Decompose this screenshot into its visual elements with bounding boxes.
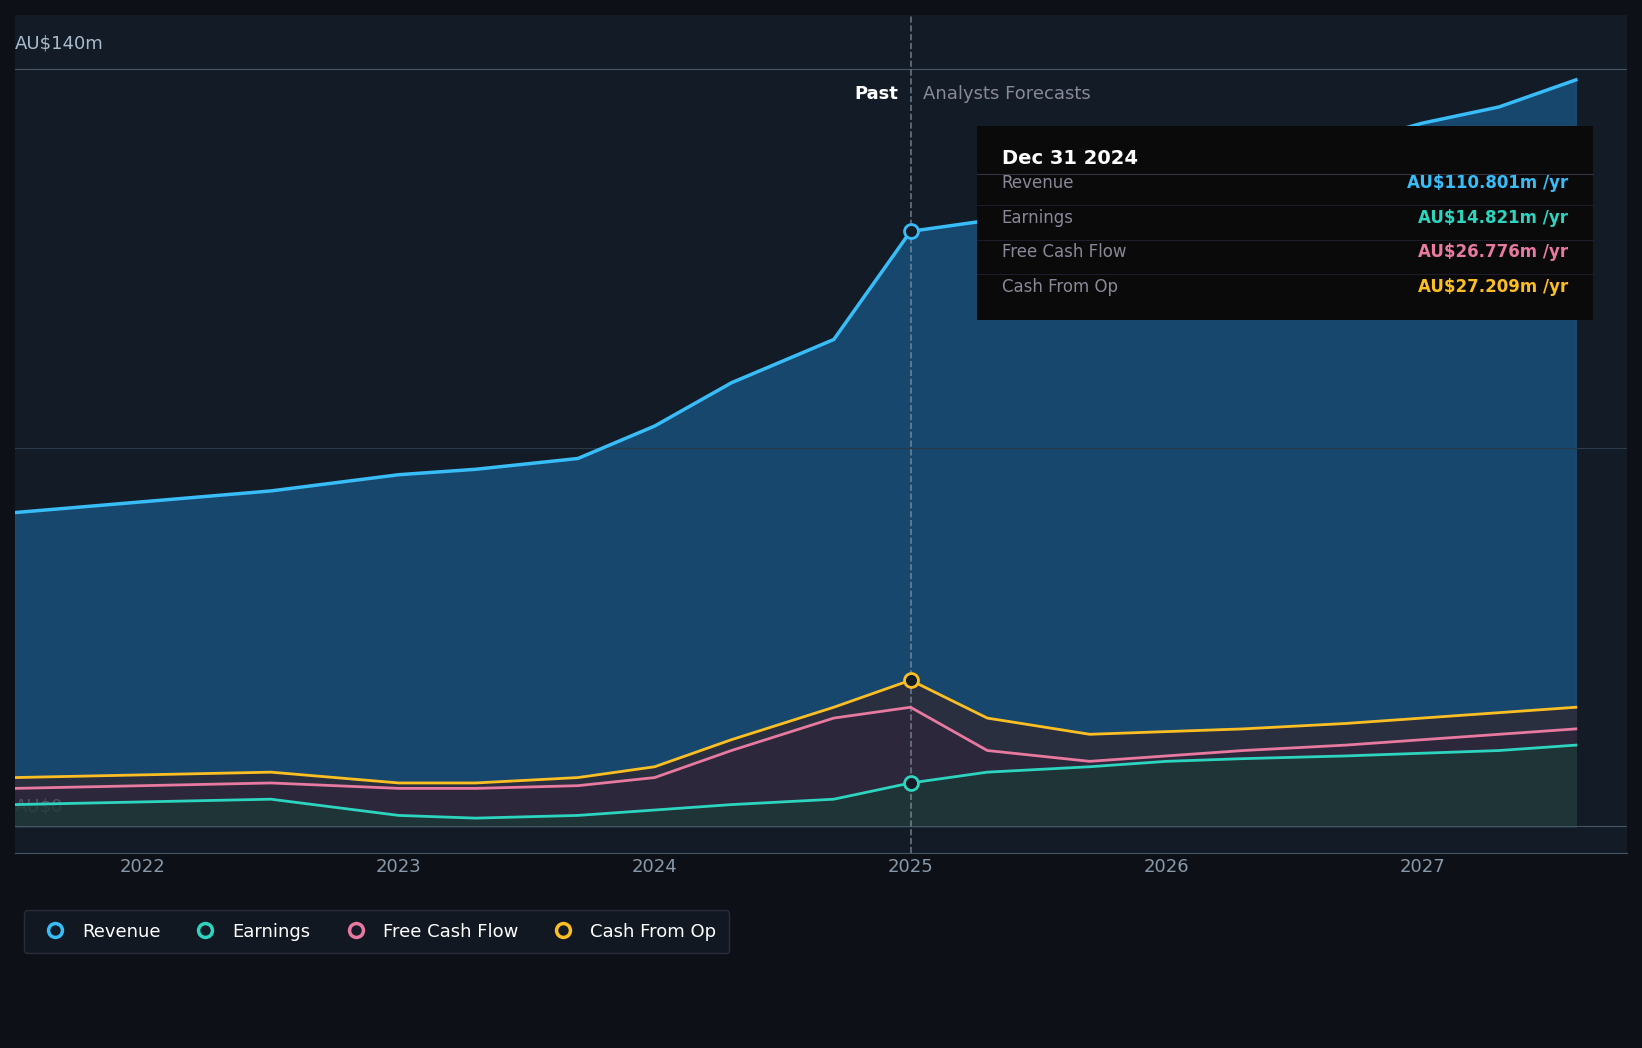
Legend: Revenue, Earnings, Free Cash Flow, Cash From Op: Revenue, Earnings, Free Cash Flow, Cash … [25,910,729,954]
Text: Past: Past [854,85,898,104]
Text: AU$26.776m /yr: AU$26.776m /yr [1419,243,1568,262]
Text: Analysts Forecasts: Analysts Forecasts [923,85,1090,104]
Text: Revenue: Revenue [1002,174,1074,192]
Text: AU$140m: AU$140m [15,35,103,52]
Text: AU$110.801m /yr: AU$110.801m /yr [1407,174,1568,192]
Text: AU$27.209m /yr: AU$27.209m /yr [1417,279,1568,297]
Text: AU$14.821m /yr: AU$14.821m /yr [1419,209,1568,226]
Text: Earnings: Earnings [1002,209,1074,226]
Text: Free Cash Flow: Free Cash Flow [1002,243,1126,262]
Text: AU$0: AU$0 [15,798,64,815]
Text: Cash From Op: Cash From Op [1002,279,1118,297]
Text: Dec 31 2024: Dec 31 2024 [1002,149,1138,168]
